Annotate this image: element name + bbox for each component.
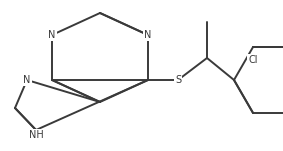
Text: Cl: Cl	[248, 55, 258, 65]
Text: N: N	[23, 75, 31, 85]
Text: NH: NH	[29, 130, 43, 140]
Text: S: S	[175, 75, 181, 85]
Text: N: N	[144, 30, 152, 40]
Text: N: N	[48, 30, 56, 40]
